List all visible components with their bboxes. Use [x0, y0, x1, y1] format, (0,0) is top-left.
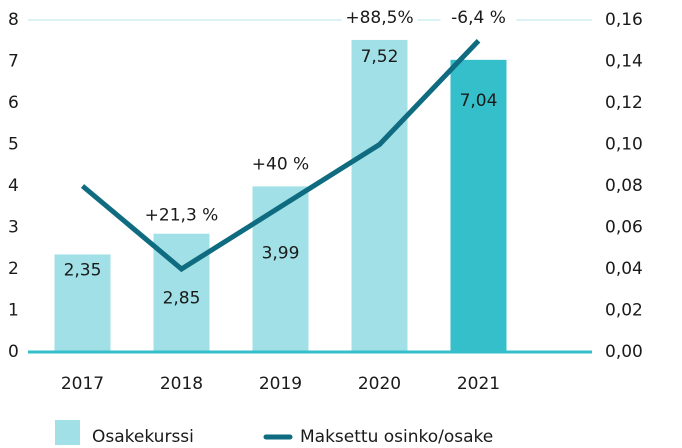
change-bg	[242, 153, 319, 176]
x-tick-label: 2018	[160, 374, 203, 394]
x-tick-label: 2020	[358, 374, 401, 394]
change-label: +88,5%	[345, 8, 413, 28]
change-label: +40 %	[252, 154, 309, 174]
y-tick-label: 6	[8, 93, 19, 113]
value-label: 2,85	[163, 289, 201, 309]
y2-tick-label: 0,00	[605, 342, 643, 362]
y2-tick-label: 0,12	[605, 93, 643, 113]
y-tick-label: 0	[8, 342, 19, 362]
y-tick-label: 4	[8, 176, 19, 196]
x-tick-label: 2021	[457, 374, 500, 394]
x-tick-label: 2017	[61, 374, 104, 394]
value-label: 7,52	[361, 47, 399, 67]
bar	[351, 39, 408, 353]
y2-tick-label: 0,06	[605, 218, 643, 238]
legend-swatch	[55, 420, 80, 445]
value-label: 2,35	[64, 260, 102, 280]
y2-tick-label: 0,02	[605, 301, 643, 321]
line	[80, 39, 481, 273]
y2-tick-label: 0,16	[605, 10, 643, 30]
y2-tick-label: 0,14	[605, 52, 643, 72]
value-label: 3,99	[262, 243, 300, 263]
bar	[252, 186, 309, 352]
change-bg	[440, 7, 517, 29]
value-label: 7,04	[460, 91, 498, 111]
y-tick-label: 3	[8, 218, 19, 238]
legend-label: Osakekurssi	[92, 427, 194, 447]
change-label: +21,3 %	[145, 206, 219, 226]
y-tick-label: 1	[8, 301, 19, 321]
y-tick-label: 2	[8, 259, 19, 279]
legend-label: Maksettu osinko/osake	[300, 427, 493, 447]
change-bg	[143, 204, 220, 227]
change-label: -6,4 %	[451, 8, 506, 28]
y-tick-label: 7	[8, 52, 19, 72]
y2-tick-label: 0,10	[605, 135, 643, 155]
bar	[450, 59, 507, 353]
bar	[54, 254, 111, 352]
y2-tick-label: 0,08	[605, 176, 643, 196]
y-tick-label: 8	[8, 10, 19, 30]
y2-tick-label: 0,04	[605, 259, 643, 279]
x-tick-label: 2019	[259, 374, 302, 394]
change-bg	[341, 7, 418, 29]
y-tick-label: 5	[8, 135, 19, 155]
